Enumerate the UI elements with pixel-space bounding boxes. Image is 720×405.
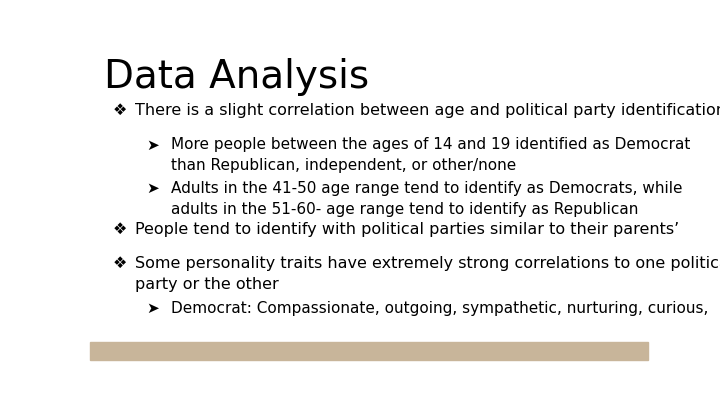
Text: ➤: ➤: [145, 301, 158, 316]
Text: Democrat: Compassionate, outgoing, sympathetic, nurturing, curious,: Democrat: Compassionate, outgoing, sympa…: [171, 301, 708, 316]
Text: ❖: ❖: [112, 256, 127, 271]
Text: ❖: ❖: [112, 222, 127, 237]
Text: ➤: ➤: [145, 137, 158, 152]
Text: Some personality traits have extremely strong correlations to one political
part: Some personality traits have extremely s…: [135, 256, 720, 292]
Text: ➤: ➤: [145, 181, 158, 196]
Text: People tend to identify with political parties similar to their parents’: People tend to identify with political p…: [135, 222, 679, 237]
Text: More people between the ages of 14 and 19 identified as Democrat
than Republican: More people between the ages of 14 and 1…: [171, 137, 690, 173]
Text: Adults in the 41-50 age range tend to identify as Democrats, while
adults in the: Adults in the 41-50 age range tend to id…: [171, 181, 683, 217]
Bar: [90, 342, 648, 360]
Text: ❖: ❖: [112, 103, 127, 118]
Text: There is a slight correlation between age and political party identification: There is a slight correlation between ag…: [135, 103, 720, 118]
Text: Data Analysis: Data Analysis: [104, 58, 369, 96]
